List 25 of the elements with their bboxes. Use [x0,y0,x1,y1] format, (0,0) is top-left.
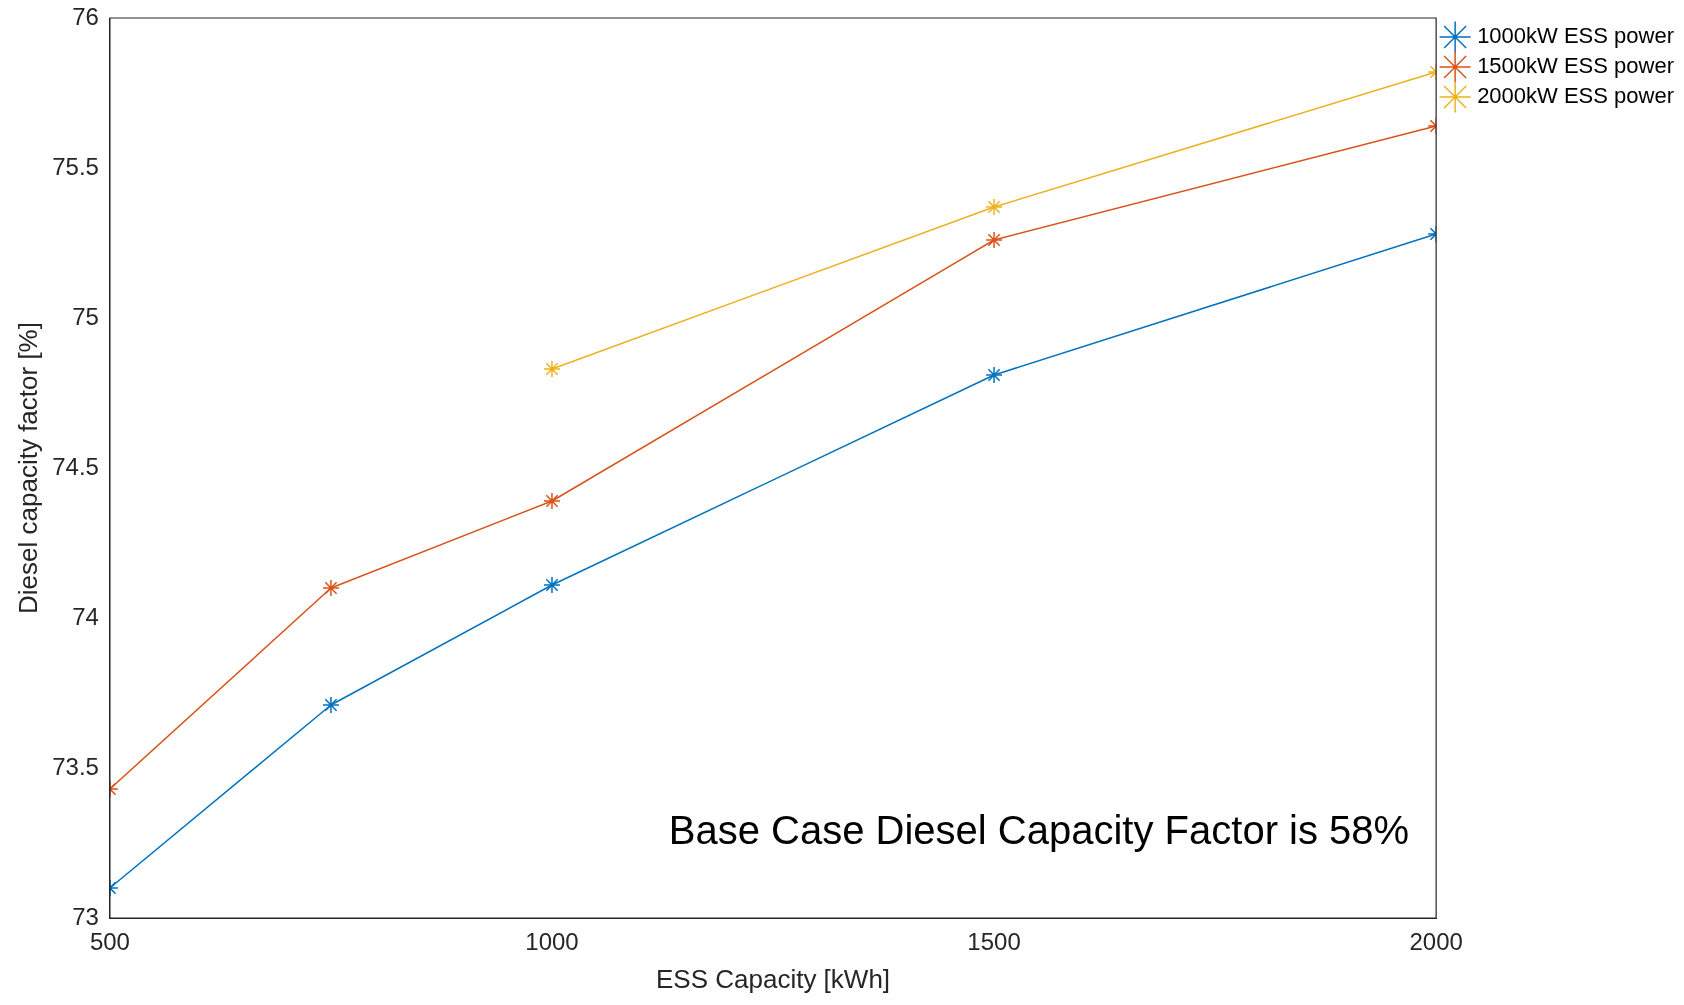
point [985,366,1003,384]
legend-label: 2000kW ESS power [1477,83,1674,109]
x-axis-title: ESS Capacity [kWh] [655,963,891,994]
y-tick-label: 73 [72,902,99,930]
x-tick-label: 500 [89,928,130,956]
y-tick-label: 75.5 [52,152,99,180]
y-tick-label: 74.5 [52,452,99,480]
y-tick-label: 75 [72,302,99,330]
x-tick-label: 1000 [525,928,579,956]
legend-label: 1000kW ESS power [1477,23,1674,49]
point [985,198,1003,216]
point [543,360,561,378]
y-tick-label: 74 [72,602,99,630]
point [543,576,561,594]
annotation: Base Case Diesel Capacity Factor is 58% [668,808,1410,853]
y-tick-label: 73.5 [52,752,99,780]
point [322,696,340,714]
legend-label: 1500kW ESS power [1477,53,1674,79]
x-tick-label: 1500 [967,928,1021,956]
y-axis-title: Diesel capacity factor [%] [12,322,43,614]
point [322,579,340,597]
y-tick-label: 76 [72,2,99,30]
point [543,492,561,510]
point [985,231,1003,249]
x-tick-label: 2000 [1409,928,1463,956]
